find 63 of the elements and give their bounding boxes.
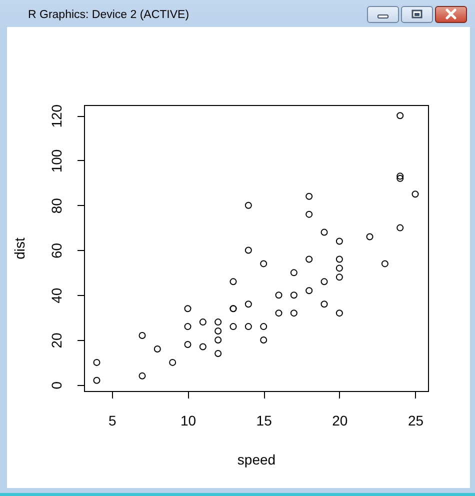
point xyxy=(230,278,237,286)
point xyxy=(396,174,404,182)
point xyxy=(306,256,313,263)
point xyxy=(214,350,222,357)
point xyxy=(244,202,252,209)
point xyxy=(336,310,343,317)
y-axis-title: dist xyxy=(12,238,28,260)
point xyxy=(290,310,298,317)
point xyxy=(93,376,100,384)
x-tick-label: 25 xyxy=(408,412,424,428)
point xyxy=(138,372,146,380)
point xyxy=(381,260,388,268)
point xyxy=(275,310,282,317)
point xyxy=(320,228,328,236)
text: R Graphics: Device 2 (ACTIVE) xyxy=(28,9,190,21)
point xyxy=(260,260,268,268)
point xyxy=(336,256,343,263)
point xyxy=(320,278,328,286)
point xyxy=(244,300,252,308)
point xyxy=(306,210,313,218)
x-tick-label: 10 xyxy=(180,412,196,428)
point xyxy=(306,192,313,200)
y-tick-label: 20 xyxy=(48,332,64,348)
point xyxy=(412,190,419,198)
x-tick-label: 5 xyxy=(108,412,117,428)
y-tick-label: 40 xyxy=(48,288,64,304)
point xyxy=(396,172,404,180)
point xyxy=(290,292,298,299)
point xyxy=(214,336,222,344)
point xyxy=(230,323,237,330)
y-tick-label: 120 xyxy=(48,104,64,128)
point xyxy=(336,274,343,281)
point xyxy=(154,345,161,352)
point xyxy=(260,323,268,330)
point xyxy=(184,341,192,348)
point xyxy=(184,305,192,312)
point xyxy=(396,112,404,120)
x-tick-label: 15 xyxy=(256,412,272,428)
y-tick-label: 60 xyxy=(48,242,64,259)
point xyxy=(366,233,374,240)
point xyxy=(336,238,343,245)
point xyxy=(306,287,313,294)
point xyxy=(199,318,206,326)
point xyxy=(260,336,268,344)
point xyxy=(138,332,146,340)
point xyxy=(396,224,404,232)
x-axis-title: speed xyxy=(237,452,276,468)
y-tick-label: 80 xyxy=(48,198,64,214)
y-tick-label: 100 xyxy=(48,149,64,173)
point xyxy=(320,300,328,308)
point xyxy=(214,318,222,326)
point xyxy=(169,358,176,366)
point xyxy=(290,269,298,276)
x-tick-label: 20 xyxy=(332,412,348,428)
point xyxy=(199,343,206,350)
point xyxy=(244,323,252,330)
point xyxy=(184,323,192,330)
point xyxy=(275,292,282,299)
point xyxy=(336,264,343,272)
point xyxy=(244,246,252,254)
point xyxy=(214,328,222,335)
y-tick-label: 0 xyxy=(48,381,64,390)
point xyxy=(93,358,100,366)
